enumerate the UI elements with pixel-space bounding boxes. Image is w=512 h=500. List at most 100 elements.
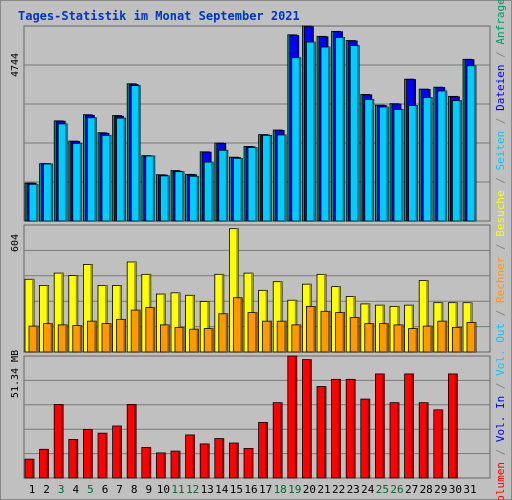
bar-shade [207,443,210,478]
bar-shade [221,274,224,352]
bar-shade [75,275,78,352]
bar-shade [324,386,326,478]
bar-shade [79,325,82,352]
bar-shade [211,328,214,352]
bar-shade [167,324,170,352]
bar-shade [455,373,458,478]
bar-shade [196,329,199,352]
bar-shade [167,175,170,221]
legend-item: / [494,171,507,191]
bar-shade [32,279,34,352]
bar-shade [474,65,476,221]
bar-shade [280,402,283,478]
panel-2: 604 [10,224,491,353]
bar-shade [119,285,122,352]
bar-shade [65,324,68,352]
x-tick-day-18: 18 [274,483,287,496]
legend-item: / [494,442,507,462]
x-tick-day-12: 12 [186,483,199,496]
legend-item: / [494,237,507,257]
bar-shade [415,105,418,221]
bar-shade [269,321,272,352]
bar-shade [105,433,107,478]
x-tick-day-7: 7 [116,483,123,496]
x-tick-day-31: 31 [463,483,476,496]
legend-item: / [494,111,507,131]
bar-shade [430,97,433,221]
bar-shade [298,57,301,222]
bar-shade [46,449,49,478]
x-tick-day-13: 13 [201,483,214,496]
bar-shade [411,373,414,478]
x-tick-day-27: 27 [405,483,418,496]
bar-shade [152,307,155,352]
x-tick-day-19: 19 [288,483,301,496]
bar-shade [386,107,389,221]
bar-shade [265,422,268,478]
x-tick-day-5: 5 [87,483,94,496]
x-tick-day-30: 30 [449,483,462,496]
bar-shade [401,109,403,221]
bar-shade [50,323,53,352]
bar-shade [90,429,93,478]
x-tick-day-4: 4 [72,483,79,496]
bar-shade [75,439,78,478]
bar-shade [61,273,64,352]
bar-shade [138,85,141,221]
x-axis-day-labels: 1 2 3 4 5 6 7 8 9 10 11 12 13 14 15 16 17 18 19 20 21 22 23 24 2… [29,483,477,496]
legend-item: / [494,303,507,323]
legend-item: Volumen [494,462,507,500]
bar-shade [32,459,34,478]
bar-shade [178,292,180,352]
legend-item: / [494,376,507,396]
bar-shade [236,443,239,478]
legend-item: Anfragen [494,0,507,45]
bar-shade [294,356,297,478]
bar-shade [123,319,126,352]
bar-shade [221,438,224,478]
x-tick-day-2: 2 [43,483,50,496]
bar-shade [284,321,287,352]
bar-shade [386,323,389,352]
bar-shade [371,323,374,352]
bar-shade [474,322,476,352]
bar-shade [90,264,93,352]
x-tick-day-29: 29 [434,483,447,496]
x-tick-day-17: 17 [259,483,272,496]
bar-shade [338,379,341,478]
bar-shade [251,448,253,478]
bar-shade [138,310,141,352]
bar-shade [163,452,166,478]
bar-shade [192,295,195,352]
bar-shade [426,402,429,478]
bar-shade [46,285,49,352]
bar-shade [401,324,403,352]
y-tick-label: 51.34 MB [10,350,21,398]
bar-shade [61,404,64,478]
y-tick-label: 604 [10,234,21,252]
bar-shade [342,37,345,222]
bar-shade [178,451,180,478]
bar-shade [255,147,257,221]
bar-shade [440,409,443,478]
bar-shade [211,162,214,221]
chart-panels: 4744 604 51.34 MB [10,25,491,479]
bar-shade [353,379,356,478]
bar-shade [65,123,68,221]
x-tick-day-11: 11 [171,483,184,496]
bar-shade [152,156,155,221]
bar-shade [225,313,228,352]
bar-shade [459,327,462,352]
bar-shade [196,176,199,221]
legend-item: Vol. In [494,396,507,442]
x-tick-day-24: 24 [361,483,375,496]
bar-shade [357,317,360,352]
bar-shade [397,402,399,478]
x-tick-day-28: 28 [420,483,433,496]
bar-shade [182,327,184,352]
y-tick-label: 4744 [10,53,21,77]
bar-shade [367,399,370,478]
bar-shade [371,99,374,221]
bar-shade [309,359,312,478]
bar-shade [298,324,301,352]
